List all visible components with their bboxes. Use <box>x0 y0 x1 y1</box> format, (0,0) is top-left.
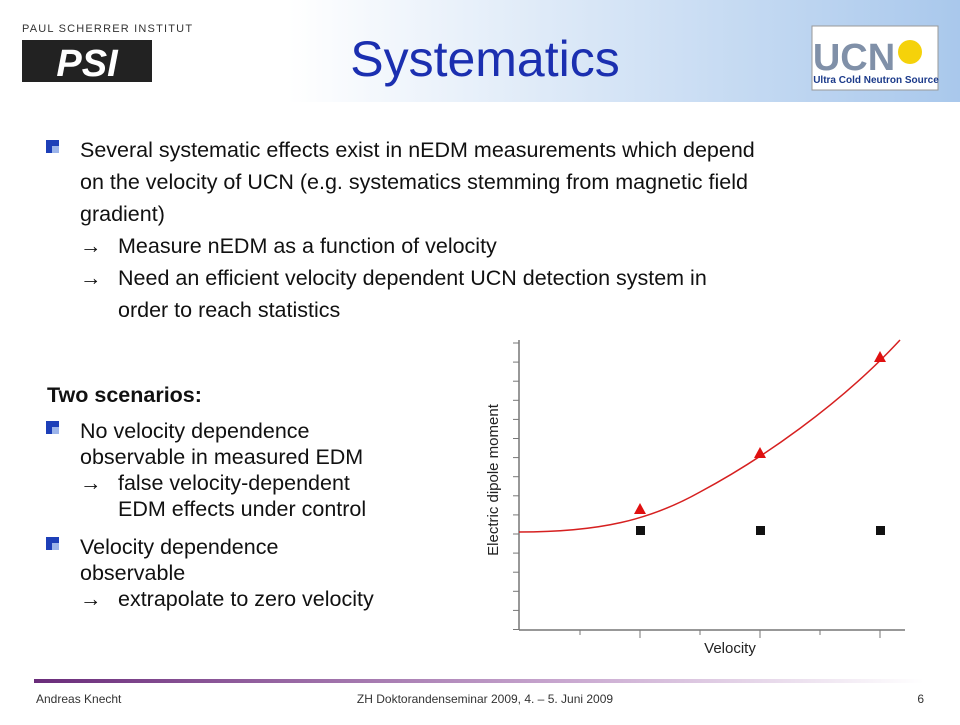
ticks <box>513 342 881 638</box>
header-band <box>0 0 960 102</box>
arrow: → <box>80 234 102 258</box>
square-point <box>636 526 645 535</box>
square-point <box>876 526 885 535</box>
body-text: on the velocity of UCN (e.g. systematics… <box>80 170 748 194</box>
footer-rule <box>34 679 924 683</box>
body-text: Several systematic effects exist in nEDM… <box>80 138 755 162</box>
body-text: observable <box>80 561 185 585</box>
sun <box>898 40 922 64</box>
x-axis-label: Velocity <box>704 640 756 657</box>
bullet-shade <box>52 543 59 550</box>
triangle-point <box>874 351 886 362</box>
square-point <box>756 526 765 535</box>
body-text: false velocity-dependent <box>118 471 350 495</box>
body-text: observable in measured EDM <box>80 445 363 469</box>
body-text: order to reach statistics <box>118 298 340 322</box>
triangle-point <box>634 503 646 514</box>
psi-logo: PSI <box>56 43 119 85</box>
body-text: extrapolate to zero velocity <box>118 587 374 611</box>
body-text: gradient) <box>80 202 165 226</box>
ucn-logo: UCN <box>813 37 895 79</box>
footer-author: Andreas Knecht <box>36 692 122 706</box>
arrow: → <box>80 266 102 290</box>
ucn-caption: Ultra Cold Neutron Source <box>813 75 939 86</box>
body-text: Velocity dependence <box>80 535 278 559</box>
footer-page: 6 <box>917 692 924 706</box>
body-text: EDM effects under control <box>118 497 366 521</box>
arrow: → <box>80 471 102 495</box>
institute: PAUL SCHERRER INSTITUT <box>22 23 193 35</box>
triangle-point <box>754 447 766 458</box>
title: Systematics <box>350 31 620 87</box>
psi-logo-box <box>22 40 152 82</box>
triangles <box>634 351 886 514</box>
footer-event: ZH Doktorandenseminar 2009, 4. – 5. Juni… <box>357 692 613 706</box>
bullet-shade <box>52 146 59 153</box>
heading: Two scenarios: <box>47 383 202 407</box>
body-text: No velocity dependence <box>80 419 310 443</box>
bullet-shade <box>52 427 59 434</box>
y-axis-label: Electric dipole moment <box>485 403 502 556</box>
arrow: → <box>80 587 102 611</box>
body-text: Need an efficient velocity dependent UCN… <box>118 266 707 290</box>
fit-curve <box>518 339 901 533</box>
body-text: Measure nEDM as a function of velocity <box>118 234 497 258</box>
squares <box>636 526 885 535</box>
